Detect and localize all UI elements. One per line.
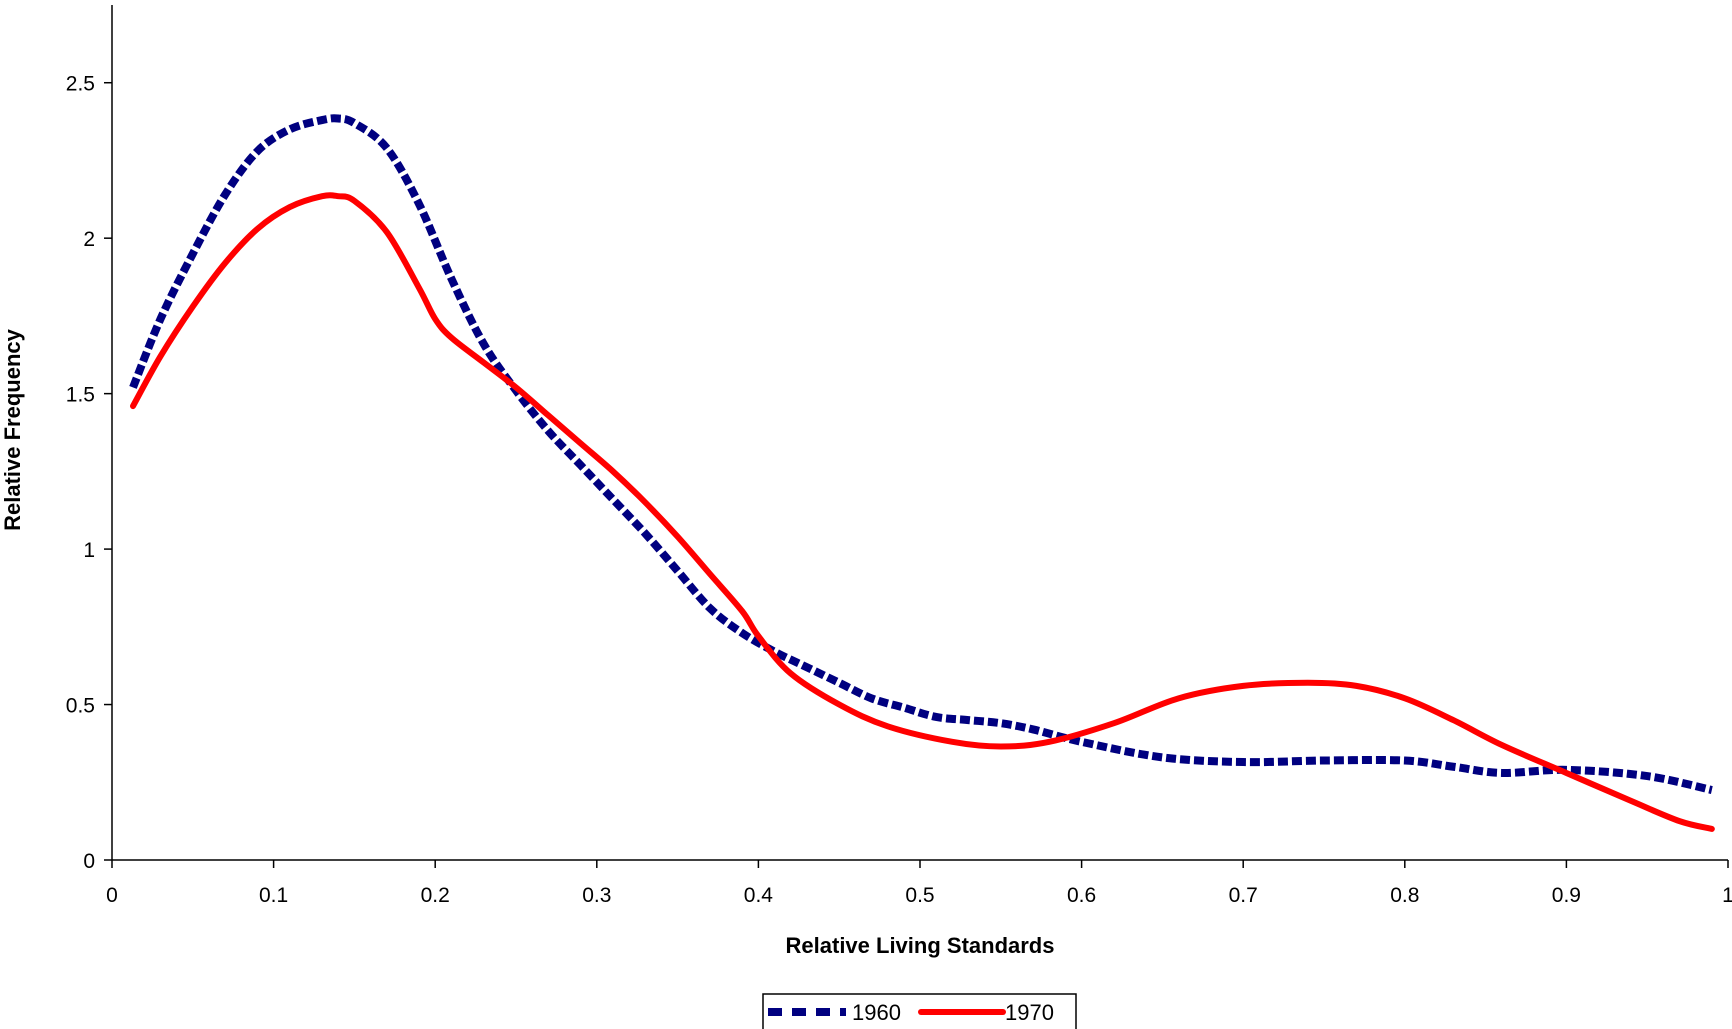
- x-axis-title: Relative Living Standards: [786, 933, 1055, 958]
- x-tick-label: 0.8: [1390, 884, 1419, 907]
- series-line-1960: [129, 114, 1713, 794]
- legend-items: 1960 1970: [768, 1000, 1054, 1025]
- x-tick-label: 0.1: [259, 884, 288, 907]
- y-tick-label: 0: [83, 850, 95, 873]
- plot-area: 0 0.1 0.2 0.3 0.4 0.5 0.6 0.7 0.8 0.9 1 0 0.5 1 1.5 2 2…: [66, 5, 1732, 907]
- x-tick-label: 0.7: [1229, 884, 1258, 907]
- y-tick-label: 1.5: [66, 384, 95, 407]
- series-lines: [129, 114, 1715, 832]
- x-tick-label: 0.3: [582, 884, 611, 907]
- y-tick-label: 0.5: [66, 695, 95, 718]
- x-tick-label: 0.9: [1552, 884, 1581, 907]
- series-line-1970: [130, 192, 1715, 832]
- y-tick-label: 2: [83, 228, 95, 251]
- legend: 1960 1970: [762, 993, 1077, 1029]
- x-tick-label: 0.5: [905, 884, 934, 907]
- y-tick-label: 2.5: [66, 73, 95, 96]
- x-tick-label: 0: [106, 884, 118, 907]
- x-tick-label: 0.2: [421, 884, 450, 907]
- legend-label-1970: 1970: [1005, 1000, 1054, 1025]
- x-tick-label: 0.6: [1067, 884, 1096, 907]
- y-ticks: 0 0.5 1 1.5 2 2.5: [66, 73, 112, 873]
- y-axis-title: Relative Frequency: [0, 328, 25, 531]
- x-tick-label: 1: [1722, 884, 1732, 907]
- x-tick-label: 0.4: [744, 884, 774, 907]
- y-tick-label: 1: [83, 539, 95, 562]
- legend-label-1960: 1960: [852, 1000, 901, 1025]
- x-ticks: 0 0.1 0.2 0.3 0.4 0.5 0.6 0.7 0.8 0.9 1: [106, 860, 1732, 907]
